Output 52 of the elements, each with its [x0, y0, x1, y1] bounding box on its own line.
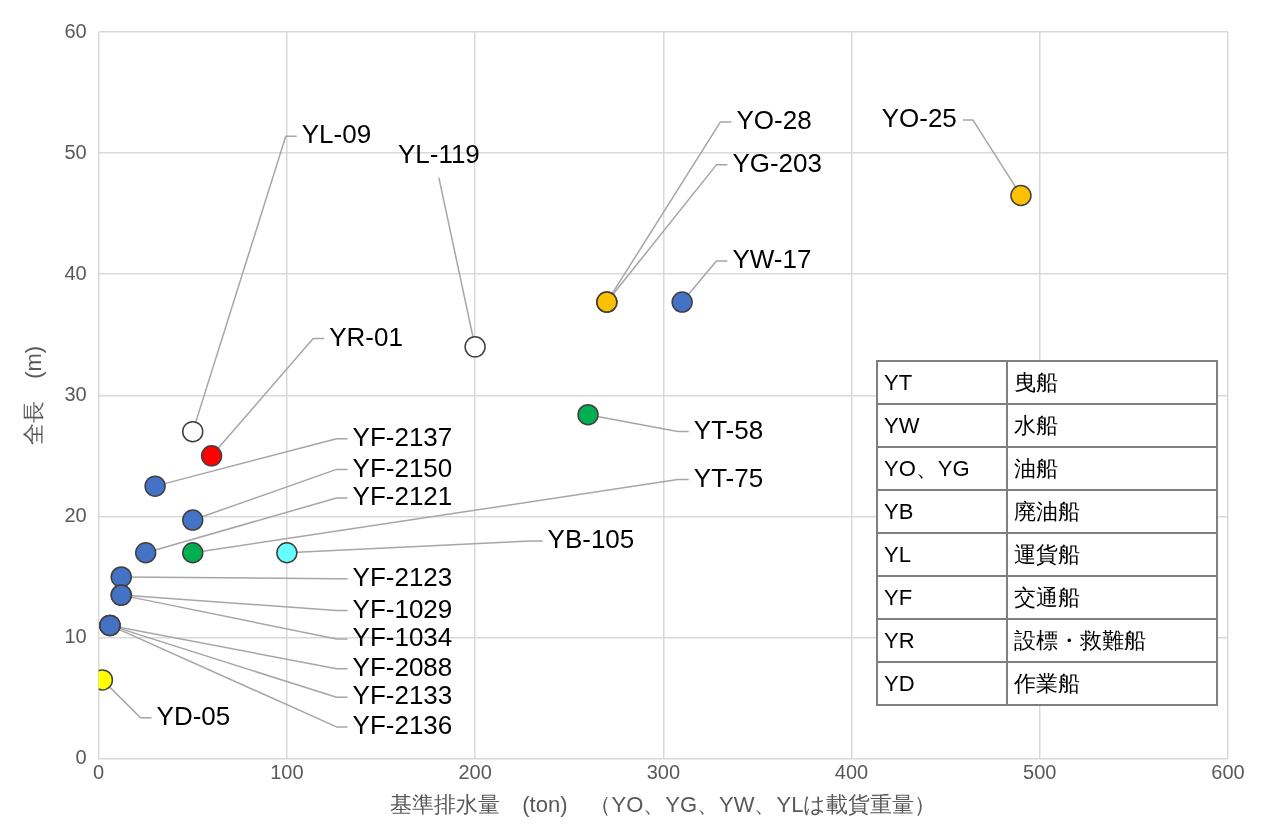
annotation: YF-2088: [352, 651, 453, 682]
y-axis-title: 全長 (m): [21, 345, 47, 445]
annotation: YL-119: [397, 138, 480, 169]
annotation: YT-58: [693, 414, 764, 445]
annotation: YB-105: [547, 524, 635, 555]
annotation: 交通船: [1007, 576, 1217, 619]
x-tick-label: 400: [834, 761, 869, 784]
annotation: YF-1034: [352, 622, 453, 653]
annotation: YL-09: [301, 119, 372, 150]
annotation: YG-203: [732, 148, 822, 179]
annotation: YF-2150: [352, 452, 453, 483]
annotation: 曳船: [1007, 361, 1217, 404]
x-axis-title: 基準排水量 (ton) （YO、YG、YW、YLは載貨重量）: [390, 791, 937, 817]
y-tick-label: 40: [64, 261, 87, 284]
annotation: YF-1029: [352, 593, 453, 624]
annotation: YF-2121: [352, 481, 453, 512]
x-tick-label: 600: [1211, 761, 1245, 784]
annotation: YF-2133: [352, 680, 453, 711]
annotation: 水船: [1007, 404, 1217, 447]
y-tick-label: 30: [64, 382, 87, 405]
annotation: YT: [877, 361, 1007, 404]
annotation: 油船: [1007, 447, 1217, 490]
x-tick-label: 100: [270, 761, 304, 784]
x-tick-label: 500: [1023, 761, 1057, 784]
x-tick-label: 200: [458, 761, 492, 784]
annotation: YO、YG: [877, 447, 1007, 490]
annotation: YF-2123: [352, 561, 453, 592]
annotation: 廃油船: [1007, 490, 1217, 533]
x-tick-label: 0: [93, 761, 105, 784]
annotation: 設標・救難船: [1007, 619, 1217, 662]
annotation: 運貨船: [1007, 533, 1217, 576]
y-tick-label: 0: [75, 746, 87, 769]
annotation: YW: [877, 404, 1007, 447]
annotation: YB: [877, 490, 1007, 533]
annotation: YF-2136: [352, 710, 453, 741]
annotation: 作業船: [1007, 662, 1217, 705]
annotation: YW-17: [732, 244, 812, 275]
annotation: YF-2137: [352, 421, 453, 452]
annotation: YL: [877, 533, 1007, 576]
x-tick-label: 300: [646, 761, 681, 784]
y-tick-label: 10: [64, 625, 87, 648]
annotation: YD: [877, 662, 1007, 705]
annotation: YO-25: [881, 103, 957, 134]
y-tick-label: 20: [64, 503, 87, 526]
annotation: YT-75: [693, 462, 764, 493]
y-tick-label: 60: [64, 19, 87, 42]
annotation: YR-01: [329, 321, 403, 352]
annotation: YD-05: [156, 700, 231, 731]
annotation: YF: [877, 576, 1007, 619]
y-tick-label: 50: [64, 140, 87, 163]
annotation: YR: [877, 619, 1007, 662]
annotation: YO-28: [736, 105, 812, 136]
